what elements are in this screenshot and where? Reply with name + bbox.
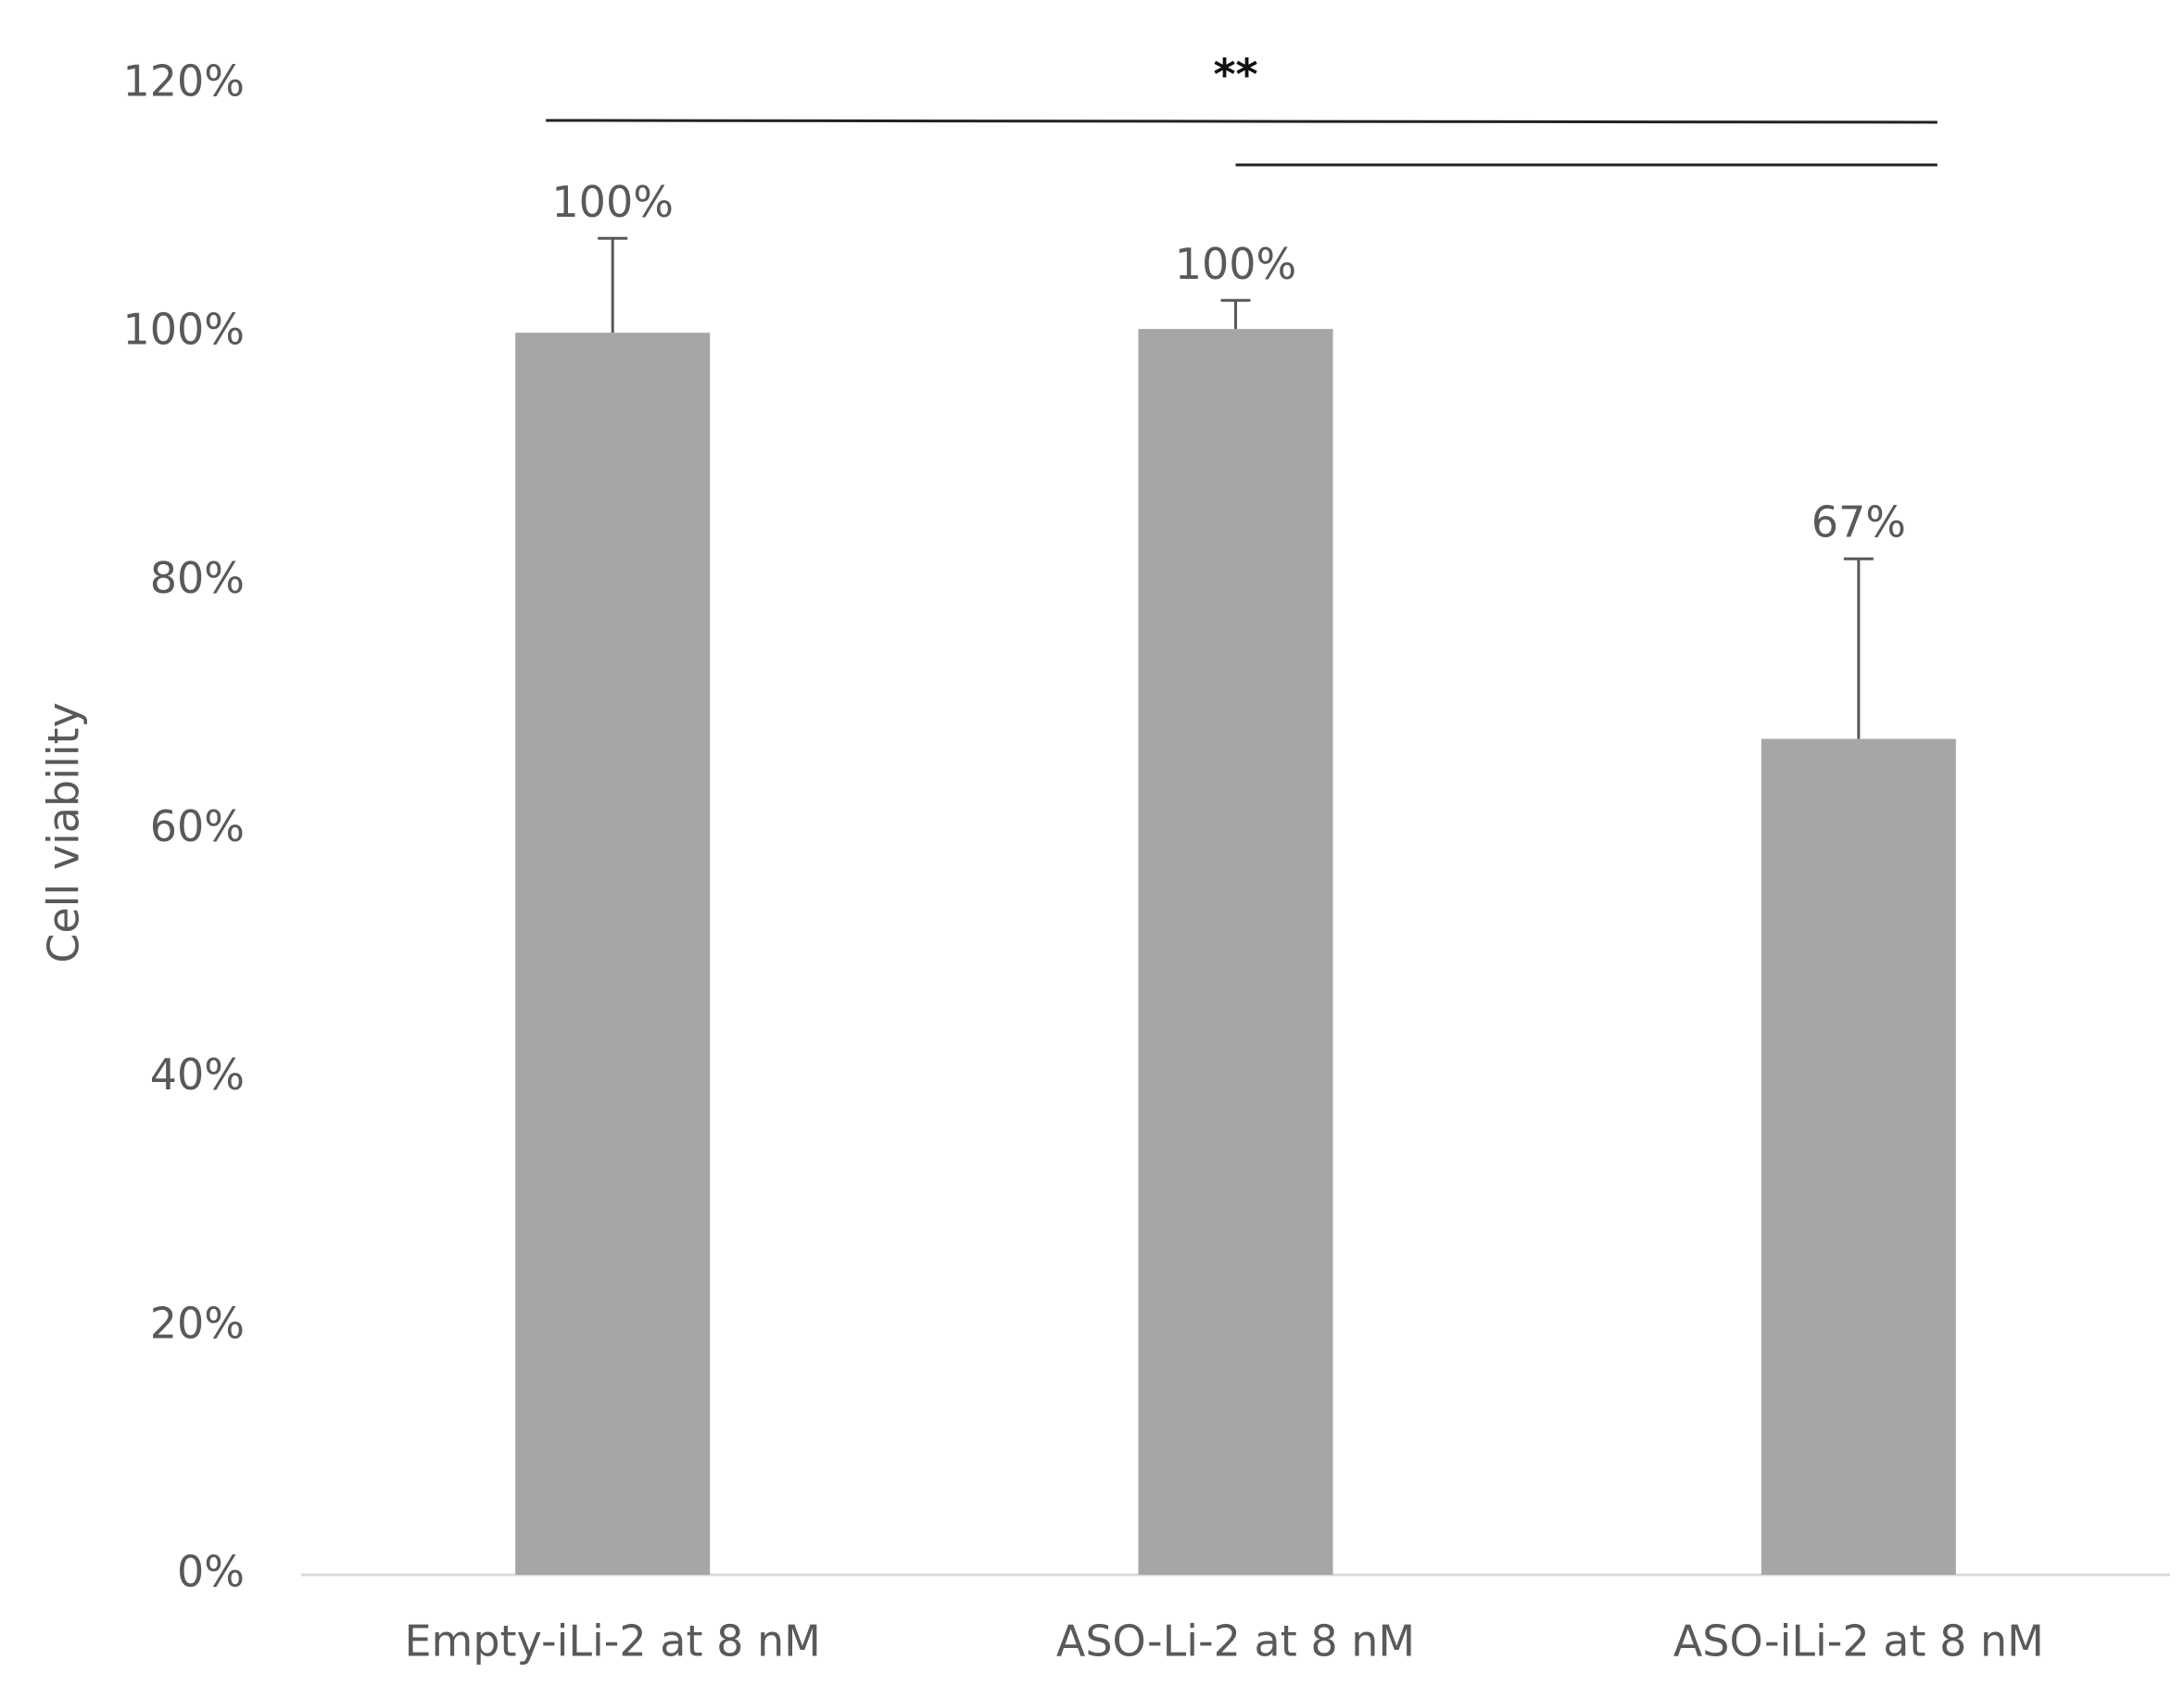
bar bbox=[1138, 329, 1333, 1575]
y-tick-label: 100% bbox=[122, 305, 245, 355]
value-label: 67% bbox=[1812, 497, 1906, 547]
y-tick-label: 60% bbox=[150, 801, 245, 851]
significance-label: ** bbox=[1213, 50, 1257, 100]
value-label: 100% bbox=[1175, 239, 1297, 289]
y-tick-label: 40% bbox=[150, 1050, 245, 1100]
y-axis-title: Cell viability bbox=[39, 702, 89, 963]
value-label: 100% bbox=[551, 177, 674, 227]
y-tick-label: 20% bbox=[150, 1298, 245, 1348]
bar bbox=[1761, 738, 1956, 1575]
significance-line bbox=[546, 119, 1938, 124]
y-tick-label: 0% bbox=[177, 1547, 245, 1597]
bar bbox=[515, 333, 711, 1576]
y-tick-label: 80% bbox=[150, 553, 245, 603]
x-tick-label: ASO-iLi-2 at 8 nM bbox=[1673, 1616, 2044, 1667]
x-tick-label: Empty-iLi-2 at 8 nM bbox=[404, 1616, 820, 1667]
y-tick-label: 120% bbox=[122, 57, 245, 107]
x-tick-label: ASO-Li-2 at 8 nM bbox=[1056, 1616, 1415, 1667]
